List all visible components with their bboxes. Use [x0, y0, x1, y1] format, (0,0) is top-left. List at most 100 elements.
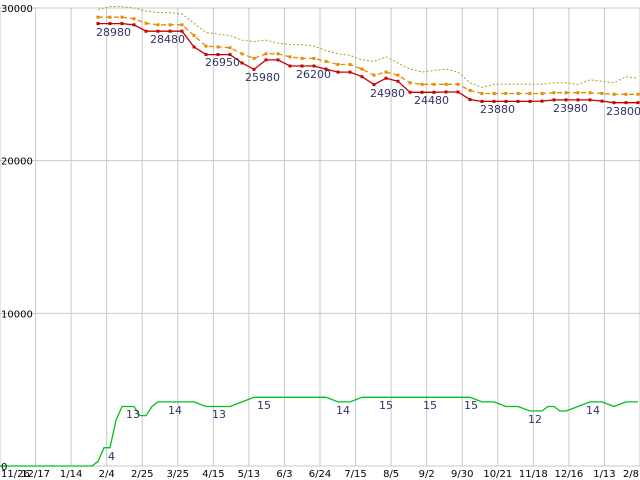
x-tick-label: 5/13 [238, 469, 260, 480]
lowest-price-marker [252, 67, 256, 71]
lowest-price-marker [204, 53, 208, 57]
lowest-price-marker [516, 99, 520, 103]
average-price-marker [336, 62, 340, 66]
lowest-price-marker [96, 22, 100, 26]
lowest-price-marker [132, 23, 136, 27]
average-price-marker [96, 15, 100, 19]
point-value-label: 25980 [245, 71, 280, 84]
average-price-marker [372, 73, 376, 77]
average-price-marker [180, 23, 184, 27]
average-price-marker [120, 15, 124, 19]
average-price-marker [264, 52, 268, 56]
average-price-marker [516, 91, 520, 95]
lowest-price-marker [168, 29, 172, 33]
x-tick-label: 2/8 [623, 469, 639, 480]
point-value-label: 23880 [480, 103, 515, 116]
point-value-label: 23980 [553, 102, 588, 115]
lowest-price-marker [420, 90, 424, 94]
x-tick-label: 12/17 [21, 469, 50, 480]
average-price-marker [504, 91, 508, 95]
average-price-marker [228, 46, 232, 50]
average-price-marker [480, 91, 484, 95]
average-price-marker [540, 91, 544, 95]
average-price-marker [588, 91, 592, 95]
point-value-label: 4 [108, 450, 115, 463]
average-price-marker [384, 70, 388, 74]
point-value-label: 28980 [96, 26, 131, 39]
lowest-price-line [98, 22, 638, 104]
lowest-price-marker [324, 67, 328, 71]
x-tick-label: 1/14 [60, 469, 82, 480]
average-price-marker [432, 82, 436, 86]
lowest-price-marker [288, 64, 292, 68]
lowest-price-marker [264, 58, 268, 62]
average-price-marker [168, 23, 172, 27]
lowest-price-marker [216, 53, 220, 57]
y-tick-label: 10000 [1, 309, 33, 320]
average-price-marker [564, 91, 568, 95]
y-tick-label: 20000 [1, 157, 33, 168]
x-tick-label: 9/30 [451, 469, 473, 480]
x-tick-label: 10/21 [483, 469, 512, 480]
lowest-price-marker [396, 79, 400, 83]
x-tick-label: 6/3 [276, 469, 292, 480]
point-value-label: 26200 [296, 68, 331, 81]
average-price-marker [492, 91, 496, 95]
average-price-marker [108, 15, 112, 19]
lowest-price-marker [468, 98, 472, 102]
lowest-price-marker [360, 75, 364, 79]
point-value-label: 14 [168, 404, 182, 417]
x-tick-label: 9/2 [419, 469, 435, 480]
average-price-marker [156, 23, 160, 27]
x-tick-label: 2/4 [99, 469, 115, 480]
lowest-price-marker [384, 76, 388, 80]
x-tick-label: 11/18 [519, 469, 548, 480]
average-price-marker [624, 92, 628, 96]
average-price-marker [528, 91, 532, 95]
lowest-price-marker [480, 99, 484, 103]
lowest-price-marker [408, 90, 412, 94]
point-value-label: 13 [126, 408, 140, 421]
point-value-label: 15 [257, 399, 271, 412]
lowest-price-marker [636, 101, 640, 105]
store-count-line [0, 396, 638, 467]
point-value-label: 15 [423, 399, 437, 412]
point-value-label: 12 [528, 413, 542, 426]
average-price-marker [600, 91, 604, 95]
average-price-marker [144, 21, 148, 25]
lowest-price-marker [300, 64, 304, 68]
x-tick-label: 1/13 [593, 469, 615, 480]
lowest-price-marker [144, 29, 148, 33]
lowest-price-marker [552, 98, 556, 102]
average-price-marker [408, 81, 412, 85]
average-price-marker [456, 82, 460, 86]
y-tick-label: 30000 [1, 4, 33, 15]
x-tick-label: 3/25 [167, 469, 189, 480]
average-price-marker [300, 56, 304, 60]
x-tick-label: 2/25 [131, 469, 153, 480]
average-price-marker [576, 91, 580, 95]
lowest-price-marker [180, 29, 184, 33]
average-price-marker [468, 88, 472, 92]
point-value-label: 26950 [205, 56, 240, 69]
average-price-marker [288, 55, 292, 59]
average-price-marker [204, 44, 208, 48]
x-tick-label: 8/5 [383, 469, 399, 480]
lowest-price-marker [492, 99, 496, 103]
average-price-marker [324, 59, 328, 63]
lowest-price-marker [108, 22, 112, 26]
point-value-label: 15 [464, 399, 478, 412]
lowest-price-marker [540, 99, 544, 103]
y-tick-label: 0 [1, 462, 7, 473]
point-value-label: 24480 [414, 94, 449, 107]
average-price-marker [444, 82, 448, 86]
lowest-price-marker [336, 70, 340, 74]
lowest-price-marker [192, 45, 196, 49]
x-tick-label: 4/15 [202, 469, 224, 480]
lowest-price-marker [576, 98, 580, 102]
average-price-marker [276, 52, 280, 56]
highest-price-line [97, 6, 639, 88]
average-price-marker [132, 17, 136, 21]
